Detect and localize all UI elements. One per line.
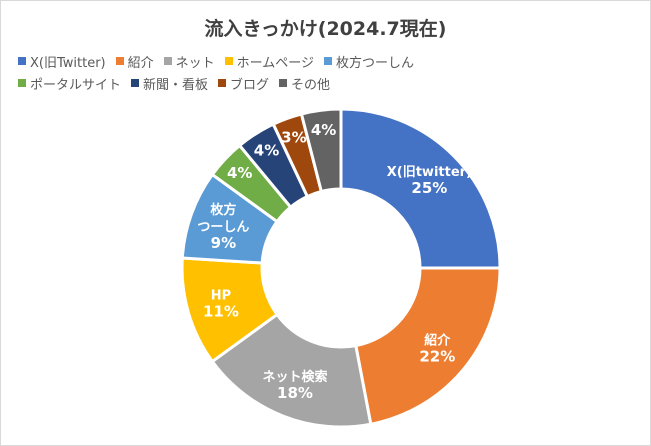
slice-category-label: HP [211, 288, 231, 303]
slice-percent-label: 3% [281, 128, 306, 146]
slice-percent-label: 4% [254, 142, 279, 160]
slice-category-label: 紹介 [424, 332, 451, 348]
slice-percent-label: 25% [411, 179, 447, 197]
legend-row-2: ポータルサイト 新聞・看板 ブログ その他 [18, 72, 643, 94]
legend-swatch [324, 57, 333, 65]
legend: X(旧Twitter) 紹介 ネット ホームページ 枚方つーしん ポータルサイト… [18, 50, 643, 94]
legend-label: X(旧Twitter) [30, 55, 106, 71]
donut-slice [299, 107, 343, 194]
legend-label: ポータルサイト [30, 77, 122, 93]
slice-percent-label: 9% [211, 234, 236, 252]
legend-swatch [224, 57, 233, 65]
legend-swatch [131, 79, 140, 87]
legend-swatch [218, 79, 227, 87]
slice-category-label: 枚方 [210, 202, 236, 218]
legend-item-newspaper: 新聞・看板 [131, 74, 208, 93]
slice-percent-label: 4% [227, 164, 252, 182]
slice-category-label: X(旧twitter) [387, 165, 472, 180]
legend-row-1: X(旧Twitter) 紹介 ネット ホームページ 枚方つーしん [18, 50, 643, 72]
legend-label: ブログ [230, 77, 270, 93]
legend-swatch [279, 79, 288, 87]
legend-label: その他 [291, 77, 331, 93]
donut-slice [339, 107, 502, 270]
slice-percent-label: 18% [277, 384, 313, 402]
legend-item-homepage: ホームページ [224, 52, 315, 71]
legend-swatch [18, 57, 26, 65]
chart-title: 流入きっかけ(2024.7現在) [204, 18, 447, 40]
legend-item-net: ネット [163, 52, 215, 71]
legend-swatch [18, 79, 26, 87]
legend-label: ネット [175, 55, 215, 71]
slice-category-label: つーしん [197, 220, 249, 235]
legend-label: ホームページ [236, 55, 315, 71]
donut-slice [354, 266, 502, 426]
legend-item-x: X(旧Twitter) [18, 52, 106, 71]
legend-label: 枚方つーしん [336, 55, 415, 71]
legend-label: 紹介 [127, 55, 154, 71]
donut-slice [210, 312, 373, 429]
legend-item-portal: ポータルサイト [18, 74, 121, 93]
legend-item-referral: 紹介 [115, 52, 154, 71]
slice-category-label: ネット検索 [262, 369, 327, 385]
legend-item-other: その他 [279, 74, 330, 93]
legend-item-hirakata: 枚方つーしん [324, 52, 414, 71]
slice-percent-label: 22% [419, 347, 455, 365]
slice-percent-label: 4% [311, 121, 336, 139]
slice-percent-label: 11% [203, 302, 239, 320]
legend-label: 新聞・看板 [143, 77, 209, 93]
legend-item-blog: ブログ [218, 74, 269, 93]
legend-swatch [115, 57, 124, 65]
legend-swatch [163, 57, 172, 65]
